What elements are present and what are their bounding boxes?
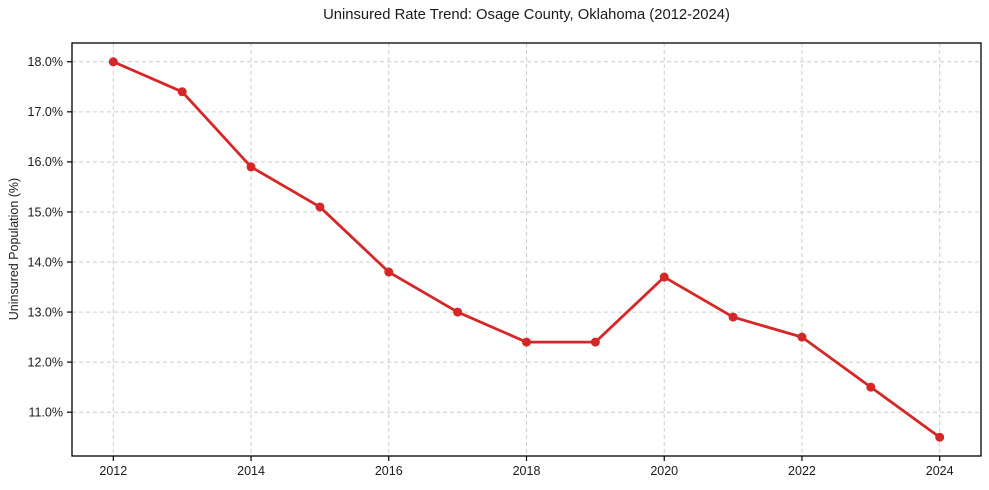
y-tick-label: 14.0% — [28, 255, 63, 269]
data-point — [866, 382, 876, 392]
x-tick-label: 2022 — [788, 464, 816, 478]
data-point — [728, 312, 738, 322]
x-tick-label: 2018 — [513, 464, 541, 478]
data-point — [384, 267, 394, 277]
y-tick-label: 13.0% — [28, 305, 63, 319]
y-tick-label: 16.0% — [28, 155, 63, 169]
data-point — [315, 202, 325, 212]
y-axis-title: Uninsured Population (%) — [7, 177, 21, 321]
data-point — [177, 87, 187, 97]
data-point — [590, 337, 600, 347]
x-tick-label: 2014 — [237, 464, 265, 478]
data-point — [797, 332, 807, 342]
y-tick-label: 17.0% — [28, 105, 63, 119]
y-tick-label: 15.0% — [28, 205, 63, 219]
x-tick-label: 2024 — [926, 464, 954, 478]
chart-title: Uninsured Rate Trend: Osage County, Okla… — [323, 7, 730, 23]
y-tick-label: 11.0% — [28, 405, 63, 419]
x-tick-label: 2016 — [375, 464, 403, 478]
data-point — [108, 57, 118, 67]
data-point — [935, 432, 945, 442]
data-point — [246, 162, 256, 172]
y-tick-label: 18.0% — [28, 55, 63, 69]
x-tick-label: 2012 — [99, 464, 127, 478]
y-tick-label: 12.0% — [28, 355, 63, 369]
x-tick-label: 2020 — [650, 464, 678, 478]
data-point — [453, 307, 463, 317]
data-point — [659, 272, 669, 282]
data-point — [522, 337, 531, 347]
